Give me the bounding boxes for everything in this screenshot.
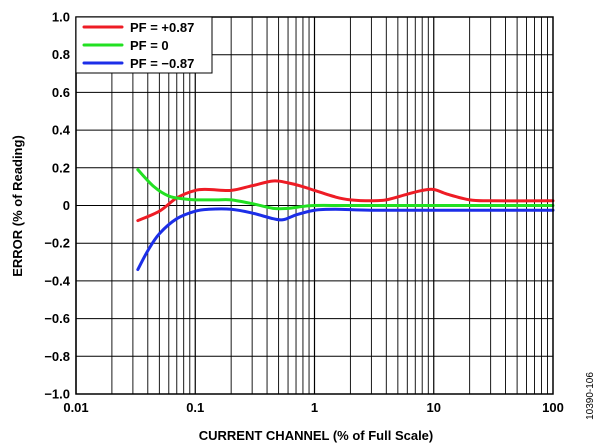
- x-tick-label: 100: [542, 400, 564, 415]
- series-line-2: [136, 207, 555, 272]
- y-tick-label: 1.0: [52, 10, 70, 25]
- y-tick-label: 0.8: [52, 47, 70, 62]
- x-tick-labels: 0.01 0.1 1 10 100: [63, 400, 564, 415]
- y-tick-label: 0.2: [52, 160, 70, 175]
- x-axis-title: CURRENT CHANNEL (% of Full Scale): [199, 428, 434, 443]
- y-tick-label: 0: [63, 198, 70, 213]
- legend: PF = +0.87 PF = 0 PF = −0.87: [75, 16, 213, 74]
- y-tick-label: 0.4: [52, 123, 71, 138]
- y-tick-label: −1.0: [44, 387, 70, 402]
- x-tick-label: 10: [427, 400, 441, 415]
- series-line-1: [136, 168, 555, 211]
- y-tick-label: 0.6: [52, 85, 70, 100]
- y-tick-labels: −1.0 −0.8 −0.6 −0.4 −0.2 0 0.2 0.4 0.6 0.8 1.0: [44, 10, 70, 402]
- y-tick-label: −0.2: [44, 236, 70, 251]
- x-tick-label: 0.01: [63, 400, 88, 415]
- y-axis-title: ERROR (% of Reading): [10, 135, 25, 277]
- figure-id: 10390-106: [585, 372, 596, 420]
- y-tick-label: −0.8: [44, 349, 70, 364]
- data-series: [136, 168, 555, 272]
- y-tick-label: −0.6: [44, 311, 70, 326]
- plot-frame: [75, 16, 554, 395]
- legend-label-series-2: PF = −0.87: [130, 56, 194, 71]
- y-tick-label: −0.4: [44, 273, 70, 288]
- legend-label-series-1: PF = 0: [130, 38, 169, 53]
- legend-label-series-0: PF = +0.87: [130, 20, 194, 35]
- x-tick-label: 1: [311, 400, 318, 415]
- series-line-0: [136, 179, 555, 223]
- x-tick-label: 0.1: [186, 400, 204, 415]
